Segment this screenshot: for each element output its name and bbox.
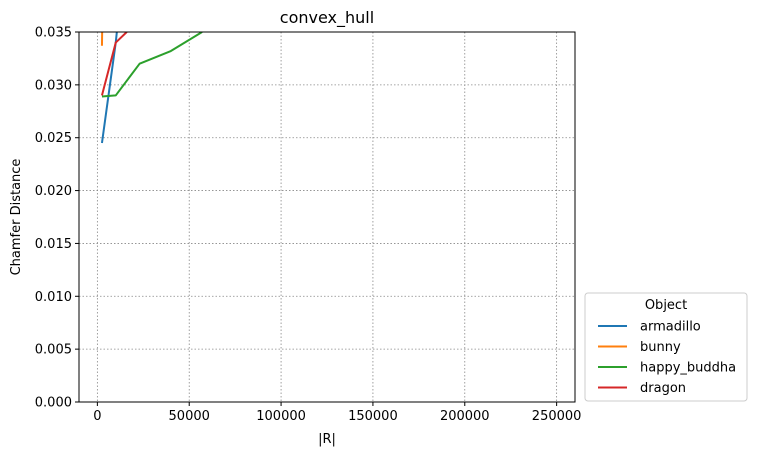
series-line-dragon xyxy=(100,32,128,96)
x-tick-label: 100000 xyxy=(256,409,306,424)
series-lines xyxy=(100,32,203,144)
y-tick-label: 0.025 xyxy=(35,131,72,146)
legend-label-dragon: dragon xyxy=(640,381,686,396)
axes: 0 50000 100000 150000 200000 250000 0.000 0.005… xyxy=(35,26,582,425)
y-axis-label: Chamfer Distance xyxy=(9,159,24,276)
x-tick-label: 50000 xyxy=(169,409,210,424)
x-axis-label: |R| xyxy=(318,432,336,447)
legend-label-happy_buddha: happy_buddha xyxy=(640,361,736,376)
plot-frame xyxy=(78,31,576,403)
legend-box xyxy=(584,292,748,402)
y-tick-label: 0.000 xyxy=(35,396,72,411)
x-tick-label: 200000 xyxy=(440,409,490,424)
legend-label-bunny: bunny xyxy=(640,340,681,355)
y-tick-label: 0.005 xyxy=(35,343,72,358)
y-tick-label: 0.010 xyxy=(35,290,72,305)
x-tick-label: 250000 xyxy=(532,409,582,424)
legend-label-armadillo: armadillo xyxy=(640,320,701,335)
y-tick-label: 0.015 xyxy=(35,237,72,252)
y-tick-label: 0.035 xyxy=(35,26,72,41)
series-line-happy_buddha xyxy=(101,32,203,98)
x-tick-label: 150000 xyxy=(348,409,398,424)
legend-title: Object xyxy=(645,298,687,313)
x-tick-label: 0 xyxy=(93,409,101,424)
y-tick-label: 0.030 xyxy=(35,78,72,93)
y-tick-label: 0.020 xyxy=(35,184,72,199)
chart-title: convex_hull xyxy=(280,8,374,28)
